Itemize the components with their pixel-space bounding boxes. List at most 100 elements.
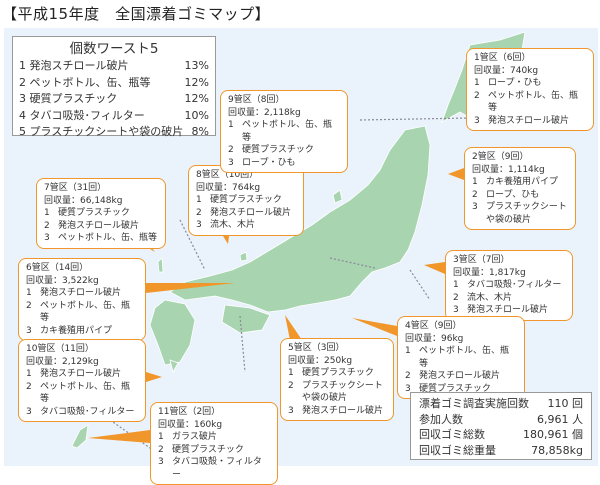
region-weight: 回収量：2,129kg (26, 356, 99, 367)
region-name: 11管区（2回） (158, 407, 221, 417)
region-weight: 回収量：2,118kg (228, 107, 301, 118)
worst5-panel: 個数ワースト5 1 発泡スチロール破片 13% 2 ペットボトル、缶、瓶等 12% … (12, 36, 216, 138)
region-rank-item: 3 ペットボトル、缶、瓶等 (44, 232, 158, 245)
region-weight: 回収量：160kg (158, 419, 223, 430)
region-rank-item: 1 発泡スチロール破片 (26, 368, 138, 381)
summary-value: 78,858kg (531, 443, 583, 457)
item-label: 1 発泡スチロール破片 (19, 59, 129, 72)
summary-label: 回収ゴミ総数 (419, 428, 485, 441)
rank-number: 1 (26, 288, 32, 298)
region-weight: 回収量：1,817kg (453, 267, 526, 278)
shikoku (221, 304, 271, 334)
rank-number: 1 (26, 369, 32, 379)
region-name: 5管区（3回） (288, 343, 345, 353)
rank-number: 3 (26, 406, 32, 417)
region-rank-item: 3 ロープ・ひも (228, 157, 340, 170)
region-name: 10管区（11回） (26, 344, 94, 354)
pointer-11 (88, 430, 150, 443)
honshu (169, 125, 431, 313)
region-rank-item: 3 流木、木片 (196, 219, 296, 232)
item-pct: 13% (184, 59, 209, 72)
region-rank-item: 2 発泡スチロール破片 (196, 207, 296, 220)
region-weight: 回収量：1,114kg (472, 164, 545, 175)
region-callout-2: 2管区（9回） 回収量：1,114kg 1 カキ養殖用パイプ 2 ロープ、ひも 3 プラスチッ… (464, 147, 576, 230)
rank-label: プラスチックシートや袋の破片 (302, 380, 383, 404)
rank-label: ロープ・ひも (242, 157, 296, 168)
region-callout-7: 7管区（31回） 回収量：66,148kg 1 硬質プラスチック 2 発泡スチロール破片 3… (36, 178, 166, 249)
item-pct: 8% (191, 125, 209, 138)
summary-label: 回収ゴミ総重量 (419, 443, 496, 457)
region-callout-1: 1管区（6回） 回収量：740kg 1 ロープ・ひも 2 ペットボトル、缶、瓶等 3 発泡スチ… (466, 48, 594, 131)
region-rank-item: 2 硬質プラスチック (228, 144, 340, 157)
region-rank-item: 2 発泡スチロール破片 (44, 220, 158, 233)
worst5-heading: 個数ワースト5 (69, 41, 159, 57)
rank-label: 発泡スチロール破片 (302, 405, 384, 416)
rank-number: 2 (472, 189, 478, 200)
region-weight: 回収量：3,522kg (26, 275, 99, 286)
rank-number: 2 (228, 145, 234, 155)
pointer-3 (424, 262, 445, 274)
region-rank-item: 3 プラスチックシートや袋の破片 (472, 201, 568, 226)
okinawa (71, 424, 89, 449)
rank-number: 2 (196, 207, 202, 218)
pointer-6 (146, 283, 235, 293)
region-rank-item: 2 ペットボトル、缶、瓶等 (26, 381, 138, 406)
region-name: 8管区（10回） (196, 170, 259, 180)
rank-number: 2 (158, 444, 164, 455)
rank-label: ペットボトル、缶、瓶等 (58, 233, 158, 243)
region-rank-item: 3 硬質プラスチック (405, 383, 517, 396)
worst5-item: 3 硬質プラスチック 12% (19, 91, 209, 108)
region-name: 1管区（6回） (474, 53, 531, 63)
rank-number: 1 (288, 368, 294, 378)
ryukyu-1 (169, 359, 179, 374)
rank-number: 2 (44, 220, 50, 231)
rank-number: 3 (44, 233, 50, 243)
pointer-4 (352, 318, 397, 336)
rank-number: 1 (44, 208, 50, 218)
rank-label: ロープ・ひも (488, 78, 542, 88)
rank-number: 1 (453, 280, 459, 290)
rank-label: 硬質プラスチック (58, 208, 130, 218)
sado-island (332, 189, 343, 204)
region-rank-item: 2 ロープ、ひも (472, 189, 568, 202)
rank-label: 硬質プラスチック (302, 368, 374, 378)
rank-number: 1 (472, 177, 478, 187)
page-title: 【平成15年度 全国漂着ゴミマップ】 (2, 5, 271, 23)
region-rank-item: 3 発泡スチロール破片 (453, 304, 565, 317)
rank-label: ペットボトル、缶、瓶等 (40, 381, 131, 405)
summary-row: 参加人数 6,961 人 (419, 412, 583, 428)
rank-label: ロープ、ひも (486, 189, 540, 200)
region-weight: 回収量：250kg (288, 355, 353, 366)
rank-number: 1 (405, 346, 411, 356)
region-callout-3: 3管区（7回） 回収量：1,817kg 1 タバコ吸殻･フィルター 2 流木、木片 3 発泡ス… (445, 250, 573, 321)
region-callout-6: 6管区（14回） 回収量：3,522kg 1 発泡スチロール破片 2 ペットボトル、缶、瓶… (18, 258, 146, 341)
rank-number: 1 (474, 78, 480, 88)
rank-label: カキ養殖用パイプ (40, 325, 113, 336)
region-callout-11: 11管区（2回） 回収量：160kg 1 ガラス破片 2 硬質プラスチック 3 タバコ吸殻・フ… (150, 402, 278, 485)
item-label: 2 ペットボトル、缶、瓶等 (19, 75, 151, 89)
region-weight: 回収量：740kg (474, 65, 539, 76)
region-weight: 回収量：66,148kg (44, 195, 123, 206)
rank-label: プラスチックシートや袋の破片 (486, 202, 567, 225)
region-rank-item: 1 ロープ・ひも (474, 77, 586, 90)
region-callout-10: 10管区（11回） 回収量：2,129kg 1 発泡スチロール破片 2 ペットボトル、缶、… (18, 339, 146, 422)
rank-label: 発泡スチロール破片 (40, 288, 122, 298)
region-rank-item: 1 発泡スチロール破片 (26, 287, 138, 300)
kyushu (149, 299, 196, 366)
rank-number: 2 (405, 371, 411, 381)
pointer-5 (285, 315, 302, 340)
rank-number: 2 (288, 380, 294, 391)
region-rank-item: 2 ペットボトル、缶、瓶等 (26, 300, 138, 325)
summary-label: 漂着ゴミ調査実施回数 (419, 397, 529, 410)
region-callout-5: 5管区（3回） 回収量：250kg 1 硬質プラスチック 2 プラスチックシートや袋の破片… (280, 338, 394, 421)
rank-number: 3 (26, 325, 32, 336)
region-weight: 回収量：96kg (405, 333, 464, 344)
region-rank-item: 2 流木、木片 (453, 292, 565, 305)
tsushima (157, 257, 164, 273)
summary-value: 180,961 個 (523, 428, 583, 441)
rank-label: 硬質プラスチック (210, 195, 282, 205)
region-callout-4: 4管区（9回） 回収量：96kg 1 ペットボトル、缶、瓶等 2 発泡スチロール破片 3 硬質… (397, 316, 525, 399)
region-rank-item: 1 ペットボトル、缶、瓶等 (228, 119, 340, 144)
rank-number: 2 (26, 381, 32, 392)
region-callout-9: 9管区（8回） 回収量：2,118kg 1 ペットボトル、缶、瓶等 2 硬質プラスチック 3… (220, 90, 348, 173)
